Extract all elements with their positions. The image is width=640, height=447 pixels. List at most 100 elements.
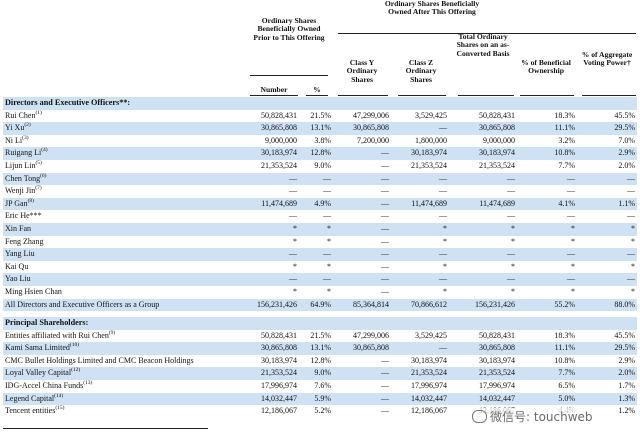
footnote-ref: (5): [35, 159, 42, 166]
cell-ben: 11.1%: [517, 122, 577, 135]
cell-cy: —: [333, 197, 391, 211]
cell-cy: 85,364,814: [333, 298, 391, 312]
header-voting-power: % of Aggregate Voting Power†: [581, 50, 633, 68]
section-shareholders: Principal Shareholders:: [3, 317, 638, 330]
cell-vote: —: [627, 211, 636, 221]
cell-total: 9,000,000: [483, 135, 515, 145]
cell-cz: —: [391, 273, 449, 286]
cell-cy: —: [381, 186, 389, 196]
holder-name-text: JP Gan: [5, 198, 28, 208]
holder-name-text: IDG-Accel China Funds: [5, 381, 84, 391]
cell-pct: 9.0%: [314, 160, 331, 170]
cell-total: 21,353,524: [449, 367, 517, 381]
cell-total: 14,032,447: [449, 392, 517, 406]
cell-vote: 88.0%: [577, 298, 638, 312]
header-class-y: Class Y Ordinary Shares: [346, 58, 378, 84]
holder-name: IDG-Accel China Funds(13): [3, 380, 249, 393]
holder-name-text: Loyal Valley Capital: [5, 368, 72, 378]
header-rule: [250, 95, 298, 96]
cell-cy: 47,299,006: [353, 110, 389, 120]
cell-vote: *: [631, 236, 636, 246]
cell-vote: 1.1%: [577, 197, 638, 211]
cell-ben: —: [567, 186, 575, 196]
holder-name: Rui Chen(1): [3, 110, 249, 123]
cell-total: —: [449, 248, 517, 261]
cell-number: *: [249, 222, 299, 236]
cell-ben: 55.2%: [517, 298, 577, 312]
table-row: Chen Tong(6) — — — — — — —: [3, 172, 638, 186]
table-row: CMC Bullet Holdings Limited and CMC Beac…: [3, 355, 637, 368]
cell-vote: 2.0%: [618, 160, 636, 170]
cell-total: 30,865,808: [449, 342, 517, 355]
cell-ben: 10.8%: [554, 355, 575, 365]
table-row: JP Gan(8) 11,474,689 4.9% —11,474,689 11,474…: [3, 197, 638, 211]
holder-name: Eric He***: [3, 210, 249, 223]
cell-number: *: [293, 286, 297, 296]
footnote-rule: [3, 428, 208, 429]
holder-name: Entities affiliated with Rui Chen(9): [3, 330, 249, 343]
cell-cz: —: [439, 186, 447, 196]
ownership-table: Directors and Executive Officers**: Rui C…: [3, 97, 638, 418]
cell-cz: —: [391, 248, 449, 261]
cell-pct: 21.5%: [310, 110, 331, 120]
cell-pct: 12.8%: [299, 147, 333, 160]
holder-name: Legend Capital(14): [3, 392, 249, 406]
table-row: Eric He*** — — — — — — —: [3, 210, 637, 223]
holder-name: Ni Li(3): [3, 135, 249, 148]
cell-number: 30,183,974: [249, 147, 299, 160]
holder-name: Kami Sama Limited(10): [3, 342, 249, 355]
table-row: Rui Chen(1) 50,828,431 21.5% 47,299,006 3,52…: [3, 110, 637, 123]
cell-cz: 14,032,447: [391, 392, 449, 406]
footnote-ref: (9): [108, 329, 116, 336]
header-rule: [398, 95, 446, 96]
cell-vote: 1.2%: [618, 406, 636, 416]
cell-vote: *: [631, 261, 636, 271]
cell-number: 9,000,000: [265, 135, 297, 145]
holder-name: Wenji Jin(7): [3, 185, 249, 198]
cell-cz: —: [391, 172, 449, 186]
cell-vote: 2.9%: [577, 147, 638, 160]
footnote-ref: (2): [24, 122, 31, 129]
cell-cy: 47,299,006: [353, 330, 389, 340]
footnote-ref: (3): [22, 134, 29, 141]
holder-name-text: CMC Bullet Holdings Limited and CMC Beac…: [5, 355, 194, 365]
table-row: Xin Fan * * — * * * *: [3, 222, 638, 236]
cell-cz: *: [391, 222, 449, 236]
cell-ben: *: [517, 222, 577, 236]
holder-name-text: Entities affiliated with Rui Chen: [5, 330, 109, 340]
holder-name-text: Ni Li: [5, 135, 23, 145]
cell-pct: —: [299, 248, 333, 261]
cell-ben: *: [571, 286, 575, 296]
cell-number: 30,183,974: [261, 355, 297, 365]
cell-number: 30,865,808: [249, 122, 299, 135]
table-body: Directors and Executive Officers**: Rui C…: [3, 97, 638, 418]
holder-name-text: Ming Hsien Chan: [5, 286, 62, 296]
cell-vote: *: [631, 286, 636, 296]
cell-cz: —: [391, 122, 449, 135]
cell-cz: 30,183,974: [411, 355, 447, 365]
cell-cz: 3,529,425: [415, 330, 447, 340]
cell-total: 17,996,974: [479, 381, 515, 391]
cell-ben: 11.1%: [517, 342, 577, 355]
holder-name-text: Yao Liu: [5, 274, 31, 284]
cell-total: *: [511, 286, 515, 296]
cell-number: 17,996,974: [261, 381, 297, 391]
cell-cz: *: [443, 261, 447, 271]
section-heading: Principal Shareholders:: [3, 317, 638, 330]
cell-cy: —: [381, 236, 389, 246]
cell-number: —: [249, 172, 299, 186]
cell-cz: —: [439, 211, 447, 221]
cell-number: 21,353,524: [249, 367, 299, 381]
cell-vote: 2.0%: [577, 367, 638, 381]
header-rule: [458, 95, 514, 96]
cell-total: 30,183,974: [479, 355, 515, 365]
holder-name: CMC Bullet Holdings Limited and CMC Beac…: [3, 355, 249, 368]
cell-ben: 7.7%: [558, 160, 575, 170]
cell-cy: —: [381, 406, 389, 416]
section-directors: Directors and Executive Officers**:: [3, 97, 638, 110]
cell-total: 30,183,974: [449, 147, 517, 160]
section-heading: Directors and Executive Officers**:: [3, 97, 638, 110]
cell-vote: 45.5%: [614, 330, 636, 340]
cell-ben: —: [517, 172, 577, 186]
cell-pct: *: [327, 261, 331, 271]
